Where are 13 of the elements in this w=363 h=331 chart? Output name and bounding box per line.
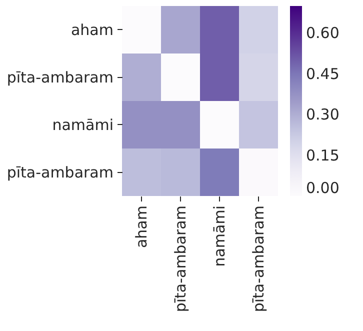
x-tick-label: pīta-ambaram xyxy=(172,206,190,312)
color-bar-label: 0.60 xyxy=(306,24,340,42)
color-bar-label: 0.15 xyxy=(306,146,340,164)
color-bar-label: 0.45 xyxy=(306,64,340,83)
x-tick-label: aham xyxy=(132,206,150,248)
y-tick-label: aham xyxy=(70,20,114,39)
y-tick-label: pīta-ambaram xyxy=(6,163,114,182)
x-tick-label: namāmi xyxy=(210,206,228,267)
color-bar-label: 0.00 xyxy=(306,179,340,197)
y-tick-label: namāmi xyxy=(52,116,114,134)
y-tick-label: pīta-ambaram xyxy=(6,68,114,86)
color-bar-label: 0.30 xyxy=(306,106,340,124)
x-tick-label: pīta-ambaram xyxy=(250,206,268,312)
